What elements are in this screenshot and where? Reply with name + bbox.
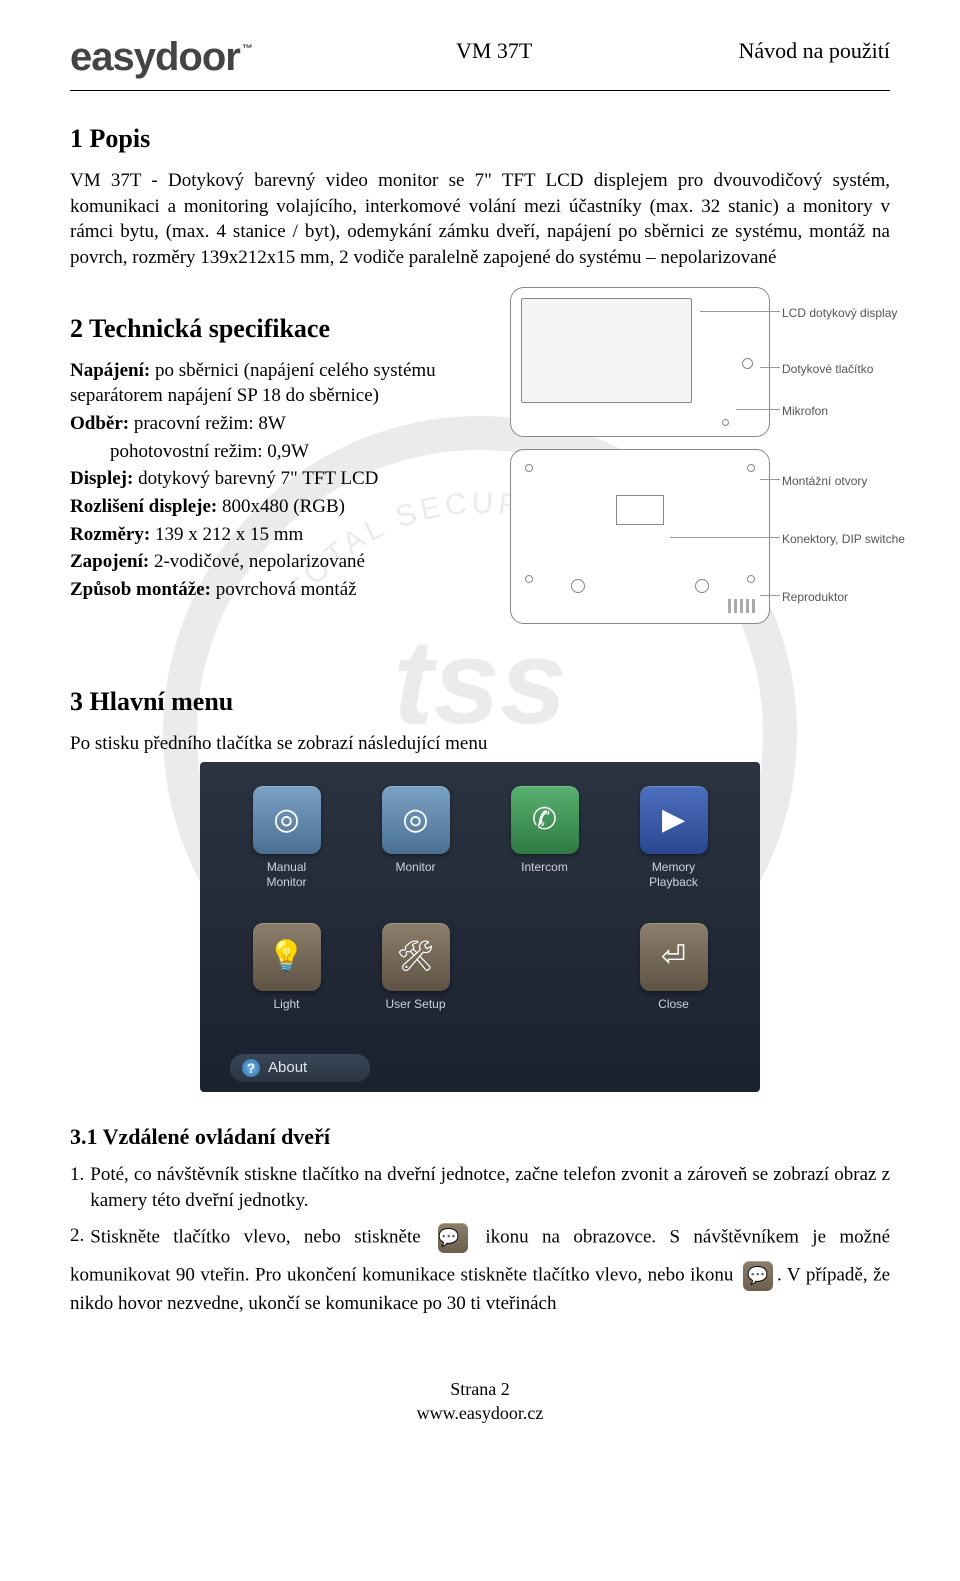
callout-lcd: LCD dotykový display <box>782 305 897 321</box>
spec-line: Rozlišení displeje: 800x480 (RGB) <box>70 494 490 520</box>
menu-label: Intercom <box>521 860 568 874</box>
list-body: Poté, co návštěvník stiskne tlačítko na … <box>90 1162 890 1213</box>
menu-label: Light <box>273 997 299 1011</box>
menu-icon: ⏎ <box>640 923 708 991</box>
section-2-heading: 2 Technická specifikace <box>70 311 490 346</box>
menu-icon: ✆ <box>511 786 579 854</box>
section-3-heading: 3 Hlavní menu <box>70 684 890 719</box>
menu-label: User Setup <box>385 997 445 1011</box>
item2-p1: Stiskněte tlačítko vlevo, nebo stiskněte <box>90 1227 434 1248</box>
menu-label: ManualMonitor <box>266 860 306 889</box>
diagram-button <box>742 358 753 369</box>
diagram-mic <box>722 419 729 426</box>
menu-icon: 🛠 <box>382 923 450 991</box>
footer-url: www.easydoor.cz <box>70 1401 890 1425</box>
list-item-2: 2. Stiskněte tlačítko vlevo, nebo stiskn… <box>70 1223 890 1317</box>
menu-label: Monitor <box>395 860 435 874</box>
logo: easydoor™ <box>70 30 250 84</box>
list-num: 1. <box>70 1162 84 1213</box>
logo-tm: ™ <box>242 43 252 55</box>
diagram-screen <box>521 298 692 403</box>
menu-item <box>488 923 601 1048</box>
spec-line: Zapojení: 2-vodičové, nepolarizované <box>70 549 490 575</box>
diagram-front <box>510 287 770 437</box>
spec-line: Způsob montáže: povrchová montáž <box>70 577 490 603</box>
menu-caption: Po stisku předního tlačítka se zobrazí n… <box>70 731 890 757</box>
menu-icon: ▶ <box>640 786 708 854</box>
spec-line: Displej: dotykový barevný 7" TFT LCD <box>70 466 490 492</box>
menu-icon: 💡 <box>253 923 321 991</box>
section-3-1-heading: 3.1 Vzdálené ovládaní dveří <box>70 1122 890 1152</box>
talk-icon: 💬 <box>438 1223 468 1253</box>
callout-spk: Reproduktor <box>782 589 848 605</box>
spec-line: Odběr: pracovní režim: 8W <box>70 411 490 437</box>
item2-p3: komunikovat 90 vteřin. Pro ukončení komu… <box>70 1265 739 1286</box>
page-footer: Strana 2 www.easydoor.cz <box>70 1377 890 1426</box>
spec-list: Napájení: po sběrnici (napájení celého s… <box>70 358 490 603</box>
spec-line: Rozměry: 139 x 212 x 15 mm <box>70 522 490 548</box>
footer-page: Strana 2 <box>70 1377 890 1401</box>
diagram-speaker <box>728 599 755 613</box>
header-title: Návod na použití <box>738 30 890 66</box>
diagram-connectors <box>616 495 664 525</box>
menu-item[interactable]: 💡 Light <box>230 923 343 1048</box>
section-1-para: VM 37T - Dotykový barevný video monitor … <box>70 168 890 271</box>
about-icon: ? <box>242 1059 260 1077</box>
list-num: 2. <box>70 1223 84 1253</box>
page-header: easydoor™ VM 37T Návod na použití <box>70 30 890 91</box>
callout-conn: Konektory, DIP switche <box>782 531 905 547</box>
device-diagrams: LCD dotykový display Dotykové tlačítko M… <box>510 287 890 624</box>
menu-item[interactable]: ◎ Monitor <box>359 786 472 911</box>
menu-item[interactable]: ▶ MemoryPlayback <box>617 786 730 911</box>
menu-item[interactable]: ✆ Intercom <box>488 786 601 911</box>
menu-screenshot: ◎ ManualMonitor ◎ Monitor ✆ Intercom ▶ MemoryPl… <box>200 762 760 1092</box>
list-item-1: 1. Poté, co návštěvník stiskne tlačítko … <box>70 1162 890 1213</box>
section-1-heading: 1 Popis <box>70 121 890 156</box>
callout-mount: Montážní otvory <box>782 473 867 489</box>
about-bar[interactable]: ? About <box>230 1054 370 1082</box>
spec-line: Napájení: po sběrnici (napájení celého s… <box>70 358 490 409</box>
menu-label: MemoryPlayback <box>649 860 698 889</box>
menu-item[interactable]: ◎ ManualMonitor <box>230 786 343 911</box>
menu-item[interactable]: ⏎ Close <box>617 923 730 1048</box>
callout-btn: Dotykové tlačítko <box>782 361 873 377</box>
menu-label: Close <box>658 997 689 1011</box>
header-model: VM 37T <box>456 30 532 66</box>
menu-item[interactable]: 🛠 User Setup <box>359 923 472 1048</box>
about-label: About <box>268 1058 307 1078</box>
menu-icon: ◎ <box>253 786 321 854</box>
talk-icon: 💬 <box>743 1261 773 1291</box>
callout-mic: Mikrofon <box>782 403 828 419</box>
menu-icon: ◎ <box>382 786 450 854</box>
spec-line: pohotovostní režim: 0,9W <box>70 439 490 465</box>
logo-text: easydoor <box>70 35 240 79</box>
item2-p2: ikonu na obrazovce. S návštěvníkem je mo… <box>485 1227 890 1248</box>
